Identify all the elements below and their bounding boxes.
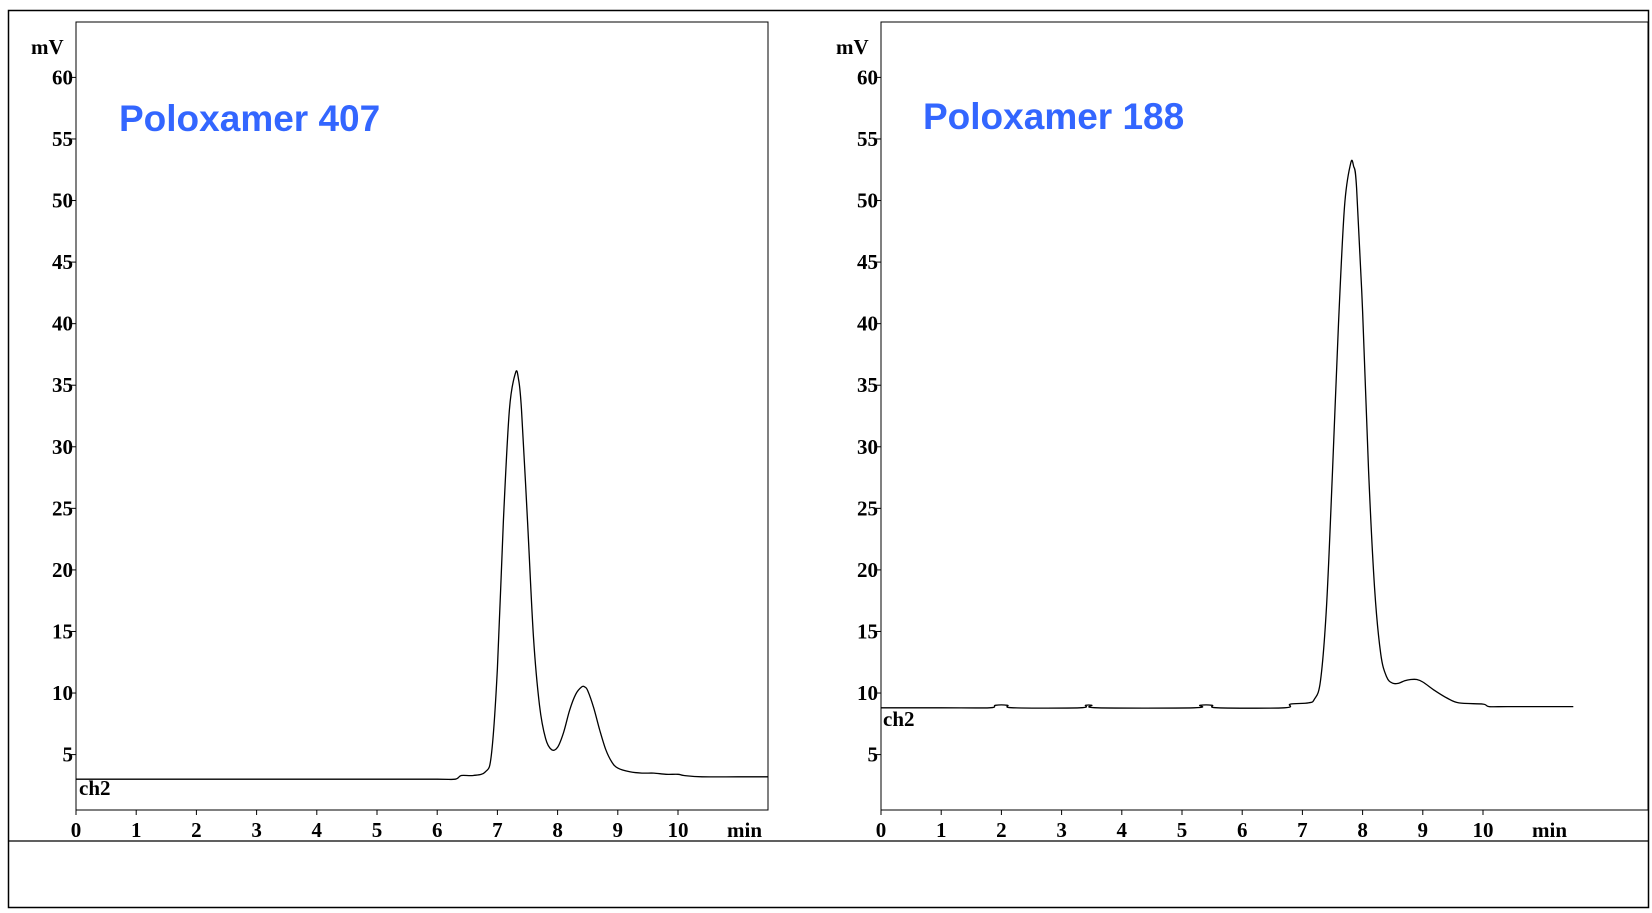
x-tick-label: 5 — [1177, 818, 1188, 842]
x-tick-label: 4 — [1117, 818, 1128, 842]
y-tick-label: 55 — [857, 127, 878, 151]
x-axis-ticks: 0 1 2 3 4 5 6 7 8 9 10 — [876, 810, 1494, 842]
y-tick-label: 10 — [52, 681, 73, 705]
y-tick-label: 25 — [857, 496, 878, 520]
y-tick-label: 40 — [857, 312, 878, 336]
plot-area-frame — [880, 21, 1649, 811]
x-tick-label: 2 — [996, 818, 1007, 842]
x-unit-label: min — [727, 818, 762, 842]
x-tick-label: 0 — [876, 818, 887, 842]
y-tick-label: 60 — [857, 65, 878, 89]
x-tick-label: 3 — [1056, 818, 1067, 842]
y-tick-label: 25 — [52, 496, 73, 520]
y-unit-label: mV — [31, 35, 64, 59]
y-tick-label: 55 — [52, 127, 73, 151]
x-tick-label: 3 — [251, 818, 262, 842]
x-tick-label: 4 — [312, 818, 323, 842]
y-tick-label: 35 — [857, 373, 878, 397]
y-tick-label: 5 — [63, 743, 74, 767]
y-tick-label: 60 — [52, 65, 73, 89]
x-unit-label: min — [1532, 818, 1567, 842]
y-unit-label: mV — [836, 35, 869, 59]
x-axis-ticks: 0 1 2 3 4 5 6 7 8 9 10 — [71, 810, 689, 842]
y-tick-label: 50 — [52, 189, 73, 213]
y-tick-label: 40 — [52, 312, 73, 336]
channel-label: ch2 — [79, 776, 111, 800]
channel-label: ch2 — [883, 707, 915, 731]
y-tick-label: 30 — [52, 435, 73, 459]
chromatogram-trace — [881, 159, 1574, 709]
y-axis-ticks: 5 10 15 20 25 30 35 40 45 50 55 60 — [52, 65, 76, 767]
x-tick-label: 2 — [191, 818, 202, 842]
x-tick-label: 1 — [131, 818, 142, 842]
outer-frame — [7, 9, 1650, 909]
x-tick-label: 7 — [1297, 818, 1308, 842]
y-tick-label: 50 — [857, 189, 878, 213]
x-tick-label: 9 — [613, 818, 624, 842]
x-tick-label: 10 — [1473, 818, 1494, 842]
panel-poloxamer-407: Poloxamer 407 mV min ch2 510152025303540… — [31, 21, 769, 842]
y-tick-label: 15 — [52, 619, 73, 643]
y-tick-label: 20 — [52, 558, 73, 582]
y-tick-label: 45 — [52, 250, 73, 274]
x-tick-label: 6 — [1237, 818, 1248, 842]
plot-area-frame — [75, 21, 769, 811]
x-tick-label: 7 — [492, 818, 503, 842]
panel-poloxamer-188: Poloxamer 188 mV min ch2 510152025303540… — [836, 21, 1649, 842]
y-tick-label: 10 — [857, 681, 878, 705]
y-tick-label: 15 — [857, 619, 878, 643]
y-tick-label: 20 — [857, 558, 878, 582]
panel-title: Poloxamer 407 — [119, 98, 380, 139]
y-axis-ticks: 5 10 15 20 25 30 35 40 45 50 55 60 — [857, 65, 881, 767]
chromatogram-trace — [75, 370, 769, 781]
x-tick-label: 10 — [668, 818, 689, 842]
x-tick-label: 8 — [1357, 818, 1368, 842]
x-tick-label: 6 — [432, 818, 443, 842]
y-tick-label: 30 — [857, 435, 878, 459]
panel-title: Poloxamer 188 — [923, 96, 1184, 137]
y-tick-label: 35 — [52, 373, 73, 397]
x-tick-label: 1 — [936, 818, 947, 842]
y-tick-label: 5 — [868, 743, 879, 767]
x-tick-label: 5 — [372, 818, 383, 842]
y-tick-label: 45 — [857, 250, 878, 274]
x-tick-label: 9 — [1418, 818, 1429, 842]
x-tick-label: 8 — [552, 818, 563, 842]
x-tick-label: 0 — [71, 818, 82, 842]
